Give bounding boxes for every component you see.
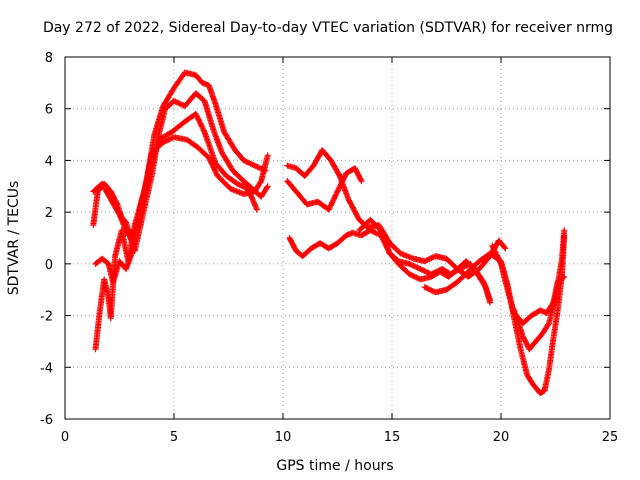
series-track-4 [92,110,260,285]
data-point-markers [90,69,269,239]
y-tick-label: 0 [45,258,53,273]
x-tick-label: 5 [170,430,178,445]
grid-lines [65,57,610,419]
x-tick-label: 0 [61,430,69,445]
x-tick-label: 15 [384,430,401,445]
plot-frame [64,56,611,420]
y-tick-label: 8 [45,51,53,66]
data-point-markers [92,134,271,353]
data-point-markers [92,110,260,285]
y-tick-label: 2 [45,206,53,221]
series-track-2 [92,134,271,353]
data-series [90,69,568,397]
y-tick-label: -4 [40,361,53,376]
y-tick-label: -2 [40,310,53,325]
axis-ticks: 0 5 10 15 20 25 -6 -4 -2 0 2 4 6 8 [40,51,618,445]
y-tick-label: 4 [45,154,53,169]
x-tick-label: 25 [602,430,619,445]
x-axis-title: GPS time / hours [276,458,393,474]
data-point-markers [356,216,494,304]
y-tick-label: -6 [40,413,53,428]
y-tick-label: 6 [45,103,53,118]
data-point-markers [90,90,271,254]
series-track-6 [284,165,365,213]
series-track-1 [90,90,271,254]
x-tick-label: 10 [275,430,292,445]
data-point-markers [511,227,568,353]
x-tick-label: 20 [493,430,510,445]
series-track-8 [356,216,494,304]
y-axis-title: SDTVAR / TECUs [6,181,22,296]
chart-title: Day 272 of 2022, Sidereal Day-to-day VTE… [43,20,613,36]
series-track-3 [90,69,269,239]
data-point-markers [284,165,365,213]
series-track-11 [511,227,568,353]
